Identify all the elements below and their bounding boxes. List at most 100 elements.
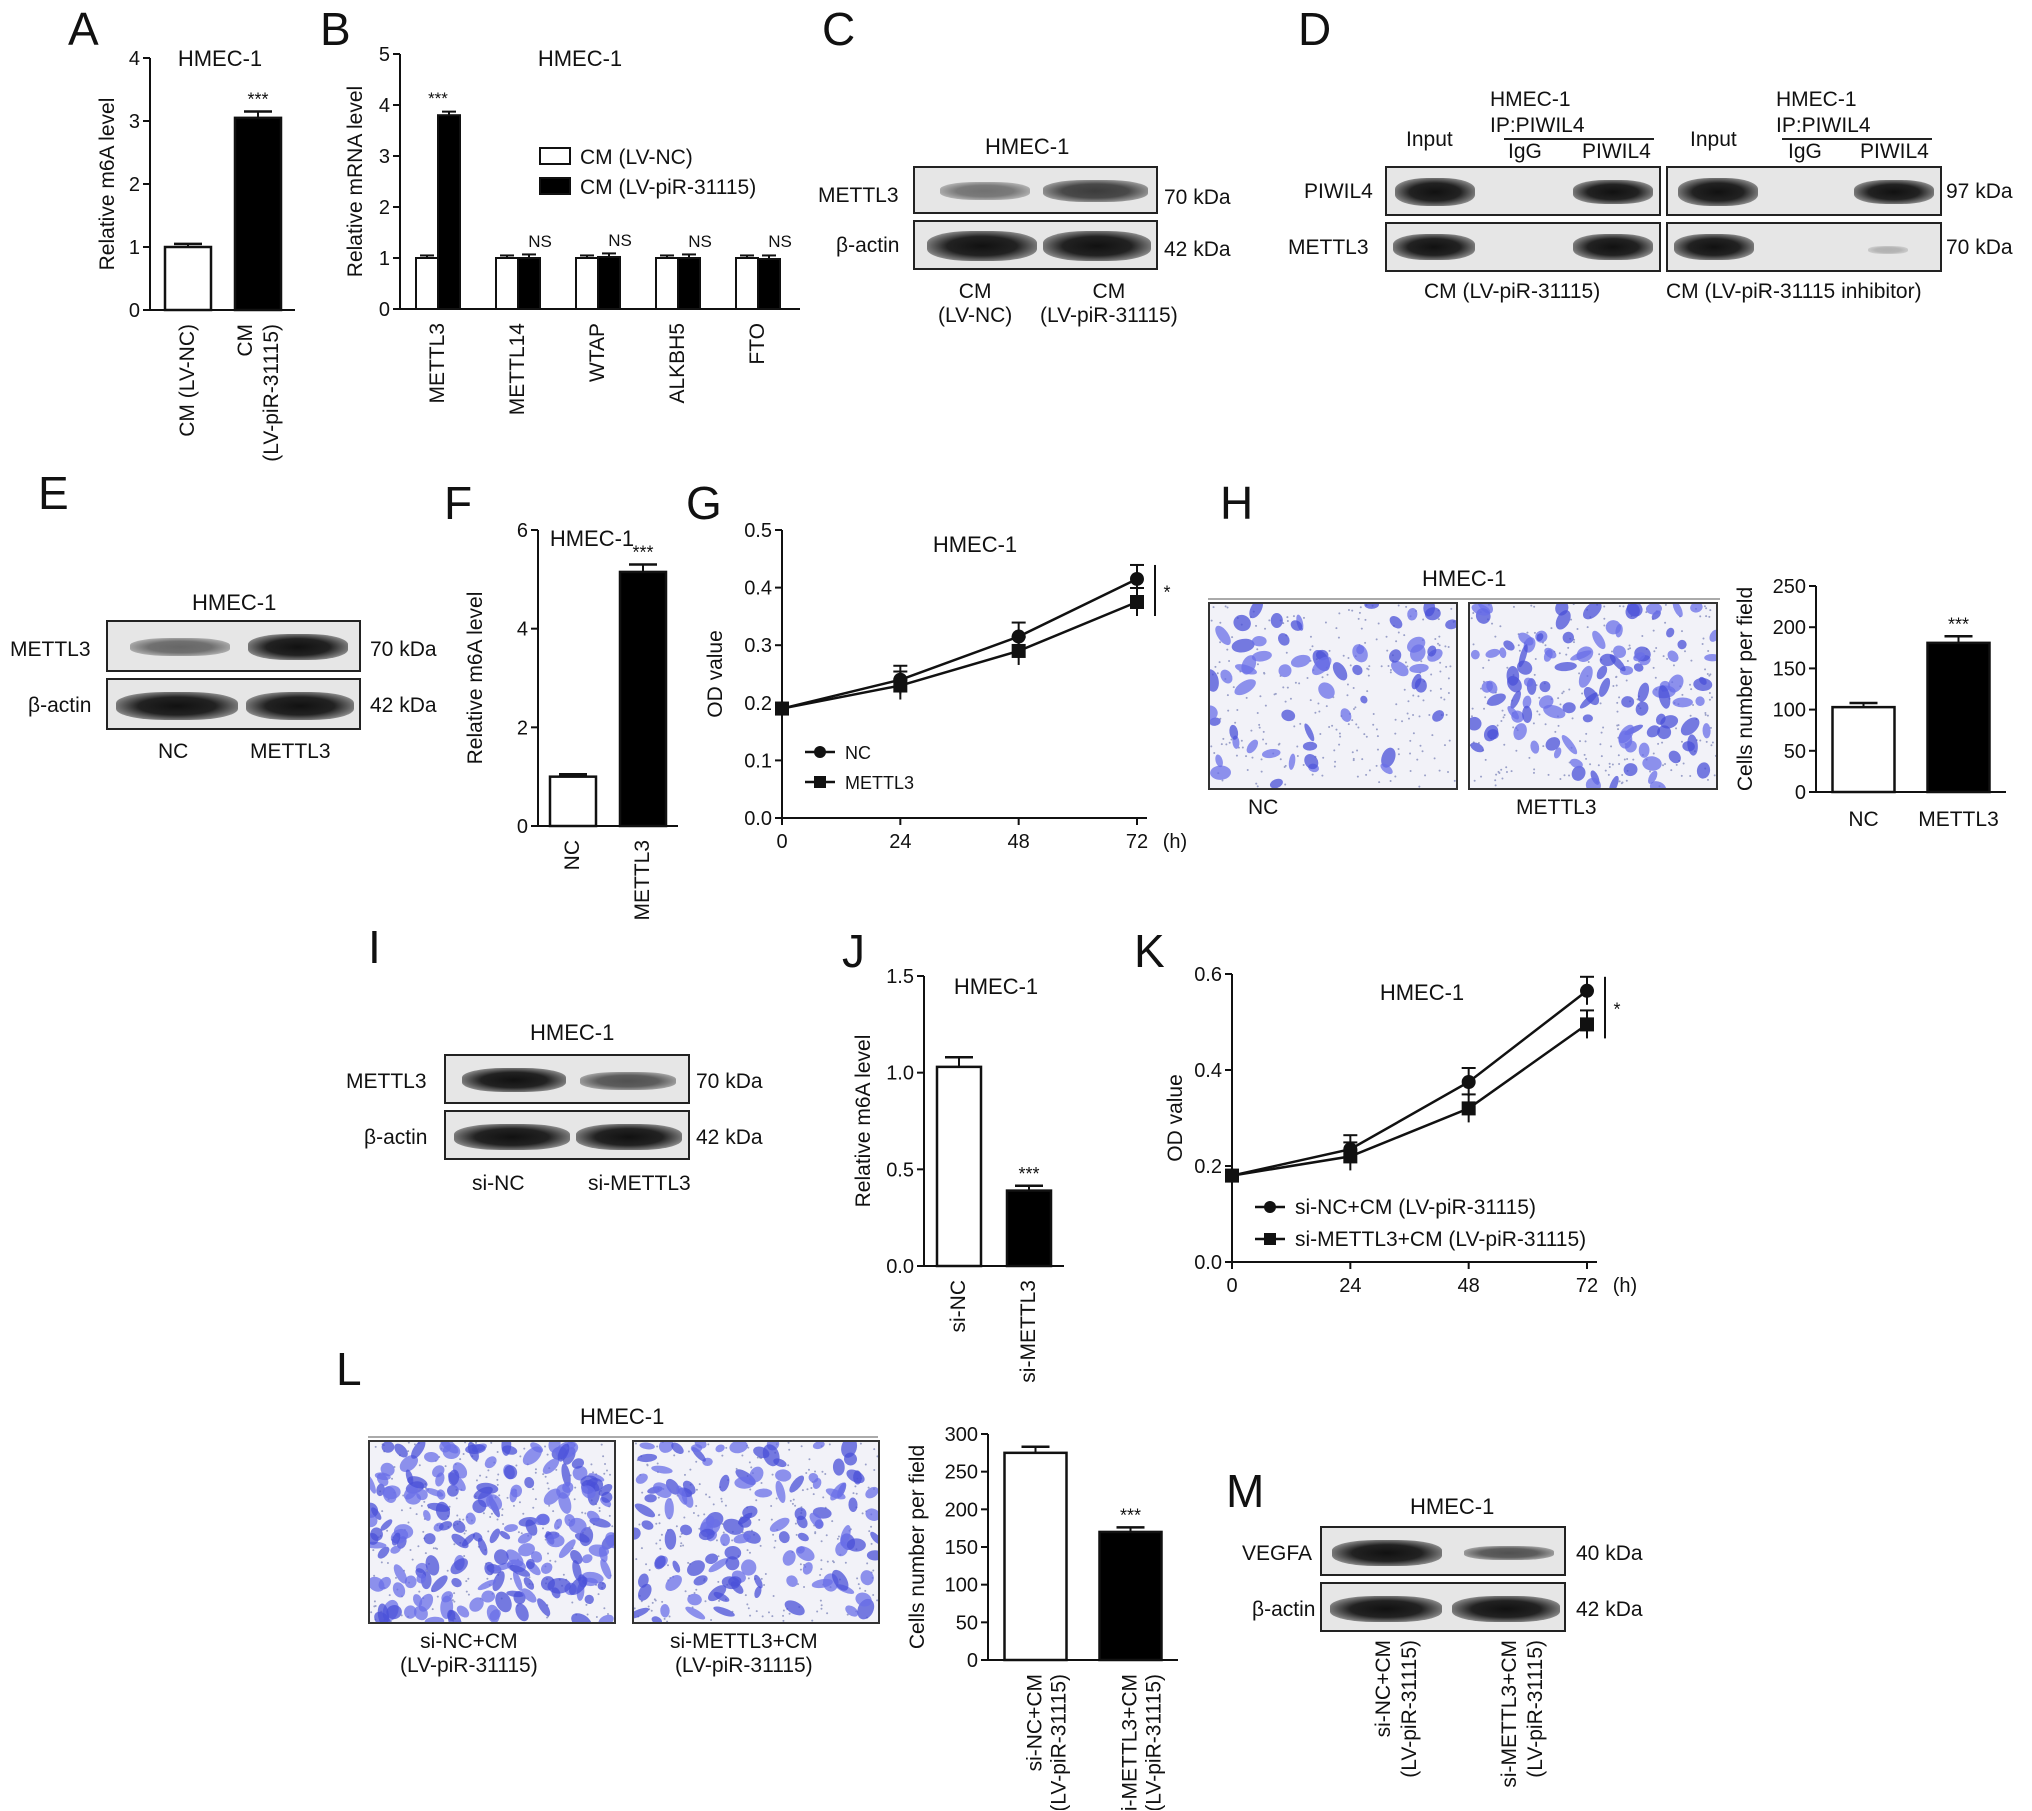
B-sig-3: NS <box>688 232 712 251</box>
B-y-tick-label-3: 3 <box>379 146 390 168</box>
L-bar-0 <box>1003 1451 1068 1662</box>
G-y-tick-label-1: 0.1 <box>744 750 772 772</box>
F-y-tick-label-0: 0 <box>517 816 528 838</box>
K-series-1-point-0 <box>1225 1168 1239 1183</box>
chart-h: 0 50 100 150 200 250 Cells number per field NC *… <box>1734 576 2006 831</box>
chart-f: 0 2 4 6 Relative m6A level HMEC-1 NC *** METTL3 <box>464 520 678 921</box>
J-y-tick-label-0: 0.0 <box>886 1256 914 1278</box>
blot-m: HMEC-1 VEGFA β-actin 40 kDa 42 kDa si-NC… <box>1230 1480 1670 1810</box>
A-sig-1: *** <box>247 90 268 110</box>
micrograph-l-si-mettl3 <box>632 1440 880 1624</box>
blot-d-size-1: 97 kDa <box>1946 180 2013 203</box>
A-y-label: Relative m6A level <box>96 98 119 271</box>
L-y-tick-label-6: 300 <box>945 1424 978 1446</box>
micro-l: HMEC-1 si-NC+CM (LV-piR-31115) si-METTL3… <box>360 1400 880 1700</box>
B-title: HMEC-1 <box>538 46 622 71</box>
K-series-1-line <box>1231 1023 1588 1177</box>
K-legend-label-0: si-NC+CM (LV-piR-31115) <box>1295 1196 1536 1219</box>
blot-e-size-1: 70 kDa <box>370 638 437 661</box>
F-x-label-1: METTL3 <box>631 840 654 921</box>
micro-h-label-2: METTL3 <box>1516 796 1597 819</box>
blot-i-strip-1 <box>444 1054 690 1104</box>
panel-label-l: L <box>336 1343 362 1395</box>
blot-d-row-1: PIWIL4 <box>1304 180 1373 203</box>
blot-m-size-1: 40 kDa <box>1576 1542 1643 1565</box>
H-y-tick-label-4: 200 <box>1773 617 1806 639</box>
K-y-tick-label-3: 0.6 <box>1194 964 1222 986</box>
chart-g: 0.0 0.1 0.2 0.3 0.4 0.5 0 24 48 72 (h) OD value HMEC… <box>704 520 1187 853</box>
K-sig: * <box>1613 1000 1620 1020</box>
J-y-tick-label-2: 1.0 <box>886 1063 914 1085</box>
blot-d-group1-input: Input <box>1406 128 1453 151</box>
F-title: HMEC-1 <box>550 526 634 551</box>
G-legend-label-0: NC <box>845 743 871 763</box>
blot-d-group1-ip: IP:PIWIL4 <box>1490 114 1585 137</box>
G-legend-marker-1 <box>814 776 826 788</box>
blot-d-condition-2: CM (LV-piR-31115 inhibitor) <box>1666 280 1922 303</box>
blot-i-lane-2: si-METTL3 <box>588 1172 691 1195</box>
blot-e-row-1: METTL3 <box>10 638 91 661</box>
blot-e-lane-2: METTL3 <box>250 740 331 763</box>
chart-a: 0 1 2 3 4 Relative m6A level HMEC-1 *** CM (LV-N… <box>96 46 295 462</box>
A-y-tick-label-1: 1 <box>129 237 140 259</box>
micro-h-title: HMEC-1 <box>1422 566 1507 591</box>
blot-e-row-2: β-actin <box>28 694 92 717</box>
B-bar-0-1 <box>437 114 461 310</box>
A-bar-1 <box>233 116 283 312</box>
G-title: HMEC-1 <box>933 532 1017 557</box>
blot-d-group1-title: HMEC-1 <box>1490 88 1571 111</box>
K-series-1-point-3 <box>1580 1017 1594 1032</box>
J-x-label-0: si-NC <box>947 1280 970 1333</box>
J-y-tick-label-1: 0.5 <box>886 1159 914 1181</box>
A-y-tick-label-2: 2 <box>129 174 140 196</box>
G-series-1-point-2 <box>1011 643 1026 658</box>
L-y-tick-label-1: 50 <box>956 1612 978 1634</box>
blot-e-strip-1 <box>106 620 361 672</box>
panel-label-i: I <box>368 921 381 973</box>
L-x-label-1: si-METTL3+CM(LV-piR-31115) <box>1119 1674 1166 1810</box>
L-y-tick-label-2: 100 <box>945 1575 978 1597</box>
blot-i-size-2: 42 kDa <box>696 1126 763 1149</box>
B-bar-3-1 <box>677 257 701 310</box>
micro-l-label-1: si-NC+CM (LV-piR-31115) <box>400 1630 538 1677</box>
blot-m-lane-labels: si-NC+CM (LV-piR-31115) si-METTL3+CM (LV-pi… <box>1372 1640 1547 1788</box>
H-bar-0 <box>1831 705 1896 794</box>
blot-c-strip-1 <box>913 166 1158 214</box>
H-x-label-0: NC <box>1848 808 1878 831</box>
blot-d-condition-1: CM (LV-piR-31115) <box>1424 280 1601 303</box>
L-y-tick-label-3: 150 <box>945 1537 978 1559</box>
K-x-tick-label-1: 24 <box>1339 1275 1361 1297</box>
J-bar-0 <box>935 1065 983 1268</box>
blot-c-title: HMEC-1 <box>985 134 1070 159</box>
L-y-tick-label-0: 0 <box>967 1650 978 1672</box>
micrograph-h-mettl3 <box>1468 602 1718 790</box>
K-x-tick-label-0: 0 <box>1226 1275 1237 1297</box>
blot-d-size-2: 70 kDa <box>1946 236 2013 259</box>
B-y-tick-label-0: 0 <box>379 299 390 321</box>
blot-e-size-2: 42 kDa <box>370 694 437 717</box>
B-y-tick-label-4: 4 <box>379 95 390 117</box>
L-y-tick-label-4: 200 <box>945 1499 978 1521</box>
chart-b: 0 1 2 3 4 5 Relative mRNA level HMEC-1 *** METTL3… <box>344 44 800 416</box>
micro-h: HMEC-1 NC METTL3 <box>1200 560 1720 840</box>
K-y-label: OD value <box>1164 1074 1187 1162</box>
B-bar-2-0 <box>575 257 599 310</box>
J-title: HMEC-1 <box>954 974 1038 999</box>
G-sig: * <box>1163 582 1170 602</box>
K-x-tick-label-3: 72 <box>1576 1275 1598 1297</box>
blot-d-group1-lane-igg: IgG <box>1508 140 1542 163</box>
G-legend-label-1: METTL3 <box>845 773 914 793</box>
B-x-label-1: METTL14 <box>506 323 529 416</box>
K-legend-marker-1 <box>1264 1233 1276 1245</box>
G-x-tick-label-3: 72 <box>1126 831 1148 853</box>
B-sig-1: NS <box>528 232 552 251</box>
A-y-tick-label-3: 3 <box>129 111 140 133</box>
K-x-tick-label-2: 48 <box>1458 1275 1480 1297</box>
F-y-tick-label-3: 6 <box>517 520 528 542</box>
B-bar-4-0 <box>735 257 759 310</box>
B-bar-0-0 <box>415 257 439 310</box>
blot-i-title: HMEC-1 <box>530 1020 615 1045</box>
G-x-tick-label-1: 24 <box>889 831 911 853</box>
blot-m-lane-2: si-METTL3+CM (LV-piR-31115) <box>1498 1640 1547 1788</box>
B-x-label-0: METTL3 <box>426 323 449 404</box>
